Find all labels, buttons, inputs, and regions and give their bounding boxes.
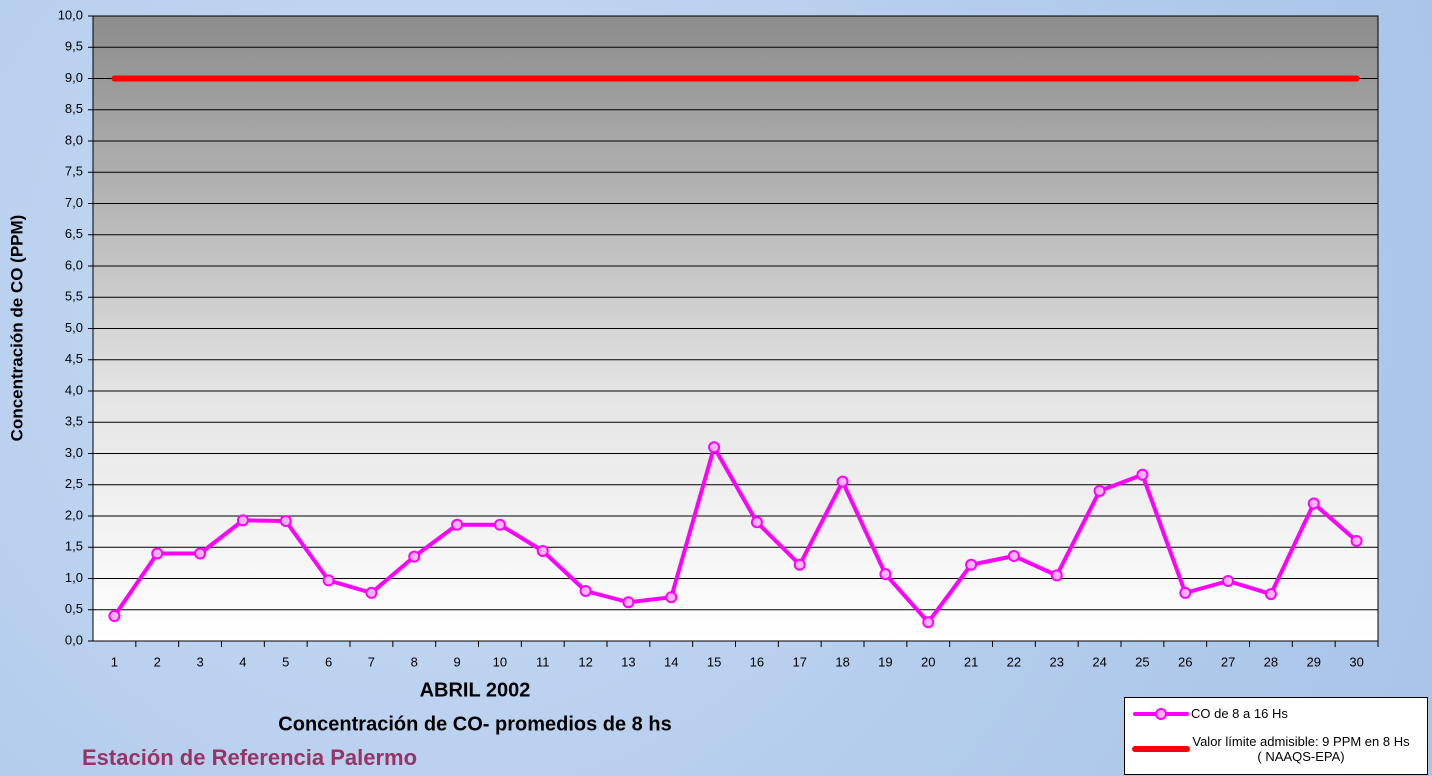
- point: [666, 592, 676, 602]
- x-tick-label: 24: [1092, 654, 1106, 669]
- x-tick-label: 23: [1050, 654, 1064, 669]
- x-tick-label: 14: [664, 654, 678, 669]
- x-tick-label: 2: [154, 654, 161, 669]
- y-tick-label: 2,5: [65, 476, 83, 491]
- point: [1180, 588, 1190, 598]
- point: [109, 611, 119, 621]
- y-tick-label: 3,0: [65, 445, 83, 460]
- chart-title: Concentración de CO- promedios de 8 hs: [278, 713, 671, 735]
- point: [238, 515, 248, 525]
- x-tick-label: 13: [621, 654, 635, 669]
- footer: Estación de Referencia Palermo: [82, 745, 417, 770]
- point: [1223, 576, 1233, 586]
- point: [1352, 536, 1362, 546]
- x-tick-label: 7: [368, 654, 375, 669]
- y-tick-label: 2,0: [65, 507, 83, 522]
- x-tick-label: 9: [453, 654, 460, 669]
- x-tick-label: 30: [1349, 654, 1363, 669]
- x-tick-label: 25: [1135, 654, 1149, 669]
- x-tick-label: 16: [750, 654, 764, 669]
- point: [1309, 499, 1319, 509]
- x-tick-label: 27: [1221, 654, 1235, 669]
- point: [1266, 589, 1276, 599]
- y-tick-label: 7,0: [65, 195, 83, 210]
- y-tick-label: 0,0: [65, 632, 83, 647]
- point: [281, 516, 291, 526]
- y-tick-label: 1,5: [65, 539, 83, 554]
- x-tick-label: 22: [1007, 654, 1021, 669]
- point: [1095, 486, 1105, 496]
- point: [324, 575, 334, 585]
- x-tick-label: 3: [196, 654, 203, 669]
- x-tick-label: 28: [1264, 654, 1278, 669]
- x-tick-label: 18: [835, 654, 849, 669]
- x-tick-label: 8: [411, 654, 418, 669]
- x-tick-label: 5: [282, 654, 289, 669]
- legend-label: CO de 8 a 16 Hs: [1191, 706, 1288, 721]
- point: [1009, 551, 1019, 561]
- point: [152, 549, 162, 559]
- x-axis-label: ABRIL 2002: [420, 679, 531, 701]
- point: [195, 549, 205, 559]
- point: [623, 597, 633, 607]
- y-tick-label: 8,5: [65, 101, 83, 116]
- legend-marker: [1156, 709, 1166, 719]
- y-tick-label: 7,5: [65, 164, 83, 179]
- x-tick-label: 21: [964, 654, 978, 669]
- y-tick-label: 10,0: [58, 7, 83, 22]
- y-tick-label: 5,0: [65, 320, 83, 335]
- x-tick-label: 4: [239, 654, 246, 669]
- x-tick-label: 12: [578, 654, 592, 669]
- point: [409, 552, 419, 562]
- point: [923, 617, 933, 627]
- y-tick-label: 9,5: [65, 39, 83, 54]
- x-tick-label: 29: [1307, 654, 1321, 669]
- x-tick-label: 11: [536, 654, 550, 669]
- x-tick-label: 26: [1178, 654, 1192, 669]
- y-tick-label: 4,0: [65, 382, 83, 397]
- y-tick-label: 9,0: [65, 70, 83, 85]
- page: ABRIL 2002 Concentración de CO- promedio…: [0, 0, 1432, 776]
- point: [581, 586, 591, 596]
- legend-entry: Valor límite admisible: 9 PPM en 8 Hs ( …: [1131, 734, 1411, 764]
- point: [452, 520, 462, 530]
- x-tick-label: 1: [111, 654, 118, 669]
- y-tick-label: 3,5: [65, 414, 83, 429]
- x-tick-label: 19: [878, 654, 892, 669]
- point: [1137, 470, 1147, 480]
- y-tick-label: 1,0: [65, 570, 83, 585]
- legend: CO de 8 a 16 Hs Valor límite admisible: …: [1124, 697, 1428, 775]
- point: [495, 520, 505, 530]
- y-tick-label: 6,0: [65, 257, 83, 272]
- y-tick-label: 6,5: [65, 226, 83, 241]
- legend-entry: CO de 8 a 16 Hs: [1131, 706, 1288, 721]
- point: [795, 560, 805, 570]
- x-tick-label: 17: [793, 654, 807, 669]
- point: [538, 546, 548, 556]
- point: [838, 477, 848, 487]
- chart: ABRIL 2002 Concentración de CO- promedio…: [0, 0, 1432, 776]
- y-tick-label: 4,5: [65, 351, 83, 366]
- point: [709, 442, 719, 452]
- y-tick-label: 5,5: [65, 289, 83, 304]
- y-tick-label: 0,5: [65, 601, 83, 616]
- x-tick-label: 6: [325, 654, 332, 669]
- y-tick-label: 8,0: [65, 132, 83, 147]
- x-tick-label: 10: [493, 654, 507, 669]
- point: [366, 588, 376, 598]
- legend-label: Valor límite admisible: 9 PPM en 8 Hs ( …: [1191, 734, 1411, 764]
- point: [880, 569, 890, 579]
- y-axis-label: Concentración de CO (PPM): [7, 215, 26, 442]
- point: [966, 560, 976, 570]
- x-tick-label: 15: [707, 654, 721, 669]
- legend-swatch: [1131, 707, 1191, 721]
- legend-swatch: [1131, 742, 1191, 756]
- point: [1052, 570, 1062, 580]
- point: [752, 517, 762, 527]
- x-tick-label: 20: [921, 654, 935, 669]
